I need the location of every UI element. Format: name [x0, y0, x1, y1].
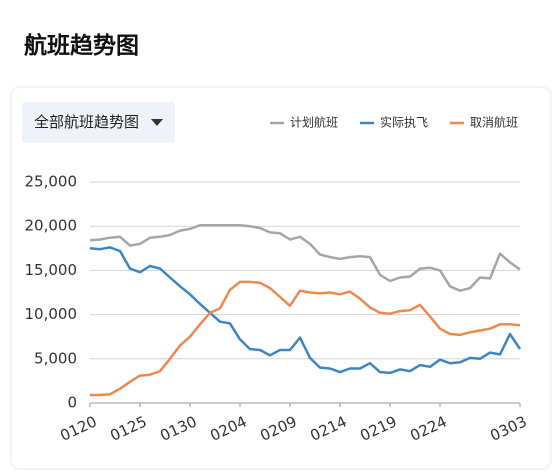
x-tick-label: 0214	[307, 412, 349, 444]
x-tick-label: 0120	[57, 412, 99, 444]
y-tick-label: 0	[67, 394, 77, 412]
y-tick-label: 15,000	[25, 261, 78, 279]
legend-label: 实际执飞	[380, 115, 428, 130]
series-line	[89, 224, 521, 292]
y-tick-label: 25,000	[25, 173, 78, 191]
x-tick-label: 0303	[487, 412, 529, 444]
x-tick-label: 0209	[257, 412, 299, 444]
x-tick-label: 0219	[357, 412, 399, 444]
x-tick-label: 0125	[107, 412, 149, 444]
x-tick-label: 0224	[407, 412, 449, 444]
y-tick-label: 20,000	[25, 217, 78, 235]
legend-label: 取消航班	[470, 115, 518, 130]
chart-card	[12, 88, 550, 468]
series-line	[89, 246, 522, 375]
dropdown-label[interactable]: 全部航班趋势图	[34, 113, 140, 131]
x-tick-label: 0204	[207, 412, 249, 444]
y-tick-label: 5,000	[34, 349, 77, 367]
x-tick-label: 0130	[157, 412, 199, 444]
dropdown-caret[interactable]	[151, 119, 163, 126]
page-title: 航班趋势图	[24, 33, 139, 59]
dropdown[interactable]: 全部航班趋势图	[22, 102, 175, 143]
series-line	[90, 280, 521, 397]
y-tick-label: 10,000	[25, 305, 78, 323]
legend-label: 计划航班	[290, 115, 338, 130]
